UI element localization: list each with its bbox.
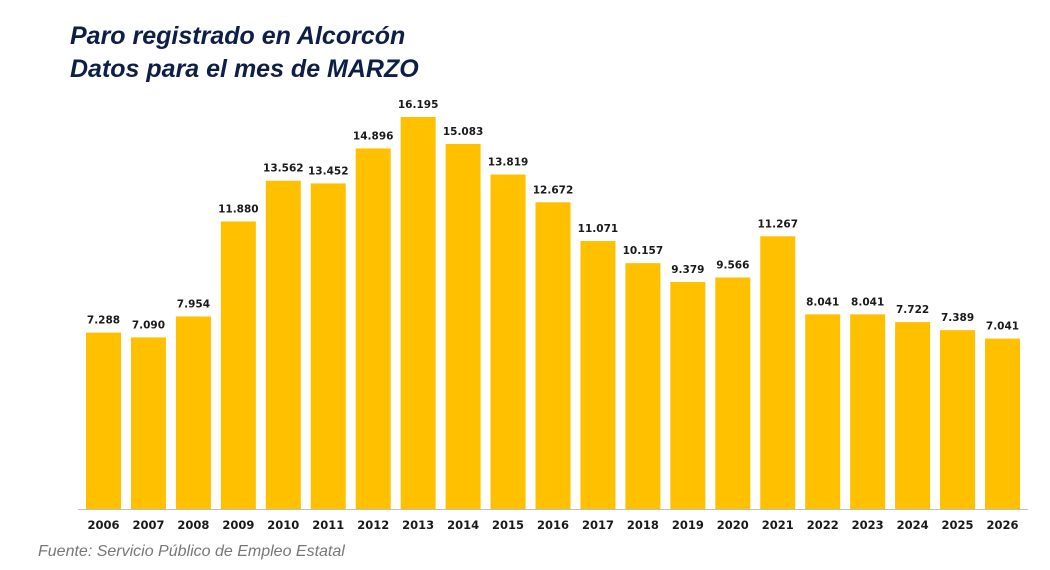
bar-2011 [310,183,346,509]
chart-title: Paro registrado en Alcorcón [70,22,406,50]
bar-2017 [580,241,616,509]
bar-2024 [895,322,931,509]
x-tick-2007: 2007 [132,518,164,532]
data-label-2014: 15.083 [443,126,484,138]
x-tick-2016: 2016 [537,518,569,532]
source-note: Fuente: Servicio Público de Empleo Estat… [38,543,345,560]
x-tick-2026: 2026 [986,518,1018,532]
bar-2008 [175,316,211,509]
bar-2022 [805,314,841,509]
data-label-2006: 7.288 [87,315,120,327]
x-tick-2022: 2022 [807,518,839,532]
x-tick-2011: 2011 [312,518,344,532]
x-tick-2014: 2014 [447,518,479,532]
bar-2016 [535,202,571,509]
bar-2018 [625,263,661,509]
chart-subtitle: Datos para el mes de MARZO [70,55,419,83]
data-label-2018: 10.157 [623,245,664,257]
x-tick-2012: 2012 [357,518,389,532]
bar-2021 [760,236,796,510]
x-tick-2010: 2010 [267,518,299,532]
x-tick-2008: 2008 [177,518,209,532]
bar-2007 [130,337,166,509]
data-label-2012: 14.896 [353,130,394,142]
x-tick-2023: 2023 [852,518,884,532]
data-label-2009: 11.880 [218,203,259,215]
x-tick-2015: 2015 [492,518,524,532]
data-label-2015: 13.819 [488,157,529,169]
x-tick-2018: 2018 [627,518,659,532]
bar-2023 [850,314,886,509]
data-label-2023: 8.041 [851,296,884,308]
data-label-2017: 11.071 [578,223,619,235]
x-tick-2017: 2017 [582,518,614,532]
bar-2026 [985,338,1020,509]
x-tick-2009: 2009 [222,518,254,532]
data-label-2007: 7.090 [132,319,165,331]
data-label-2013: 16.195 [398,99,439,111]
x-tick-2021: 2021 [762,518,794,532]
x-tick-2020: 2020 [717,518,749,532]
bar-2015 [490,174,526,509]
bar-2009 [220,221,256,509]
data-label-2010: 13.562 [263,163,304,175]
bar-2010 [265,180,301,510]
data-label-2026: 7.041 [986,321,1019,333]
data-label-2021: 11.267 [757,218,798,230]
data-label-2008: 7.954 [177,298,210,310]
bar-2020 [715,277,751,509]
x-tick-2024: 2024 [897,518,929,532]
data-label-2025: 7.389 [941,312,974,324]
data-label-2011: 13.452 [308,165,349,177]
x-tick-2013: 2013 [402,518,434,532]
bar-2025 [940,330,976,509]
bar-2014 [445,143,481,509]
x-tick-2025: 2025 [942,518,974,532]
x-tick-2006: 2006 [87,518,119,532]
bar-2013 [400,117,436,509]
data-label-2020: 9.566 [716,259,749,271]
data-label-2016: 12.672 [533,184,574,196]
bar-2006 [86,332,121,509]
data-label-2022: 8.041 [806,296,839,308]
data-label-2019: 9.379 [671,264,704,276]
x-tick-2019: 2019 [672,518,704,532]
data-label-2024: 7.722 [896,304,929,316]
bar-2019 [670,281,706,509]
bar-2012 [355,148,391,509]
